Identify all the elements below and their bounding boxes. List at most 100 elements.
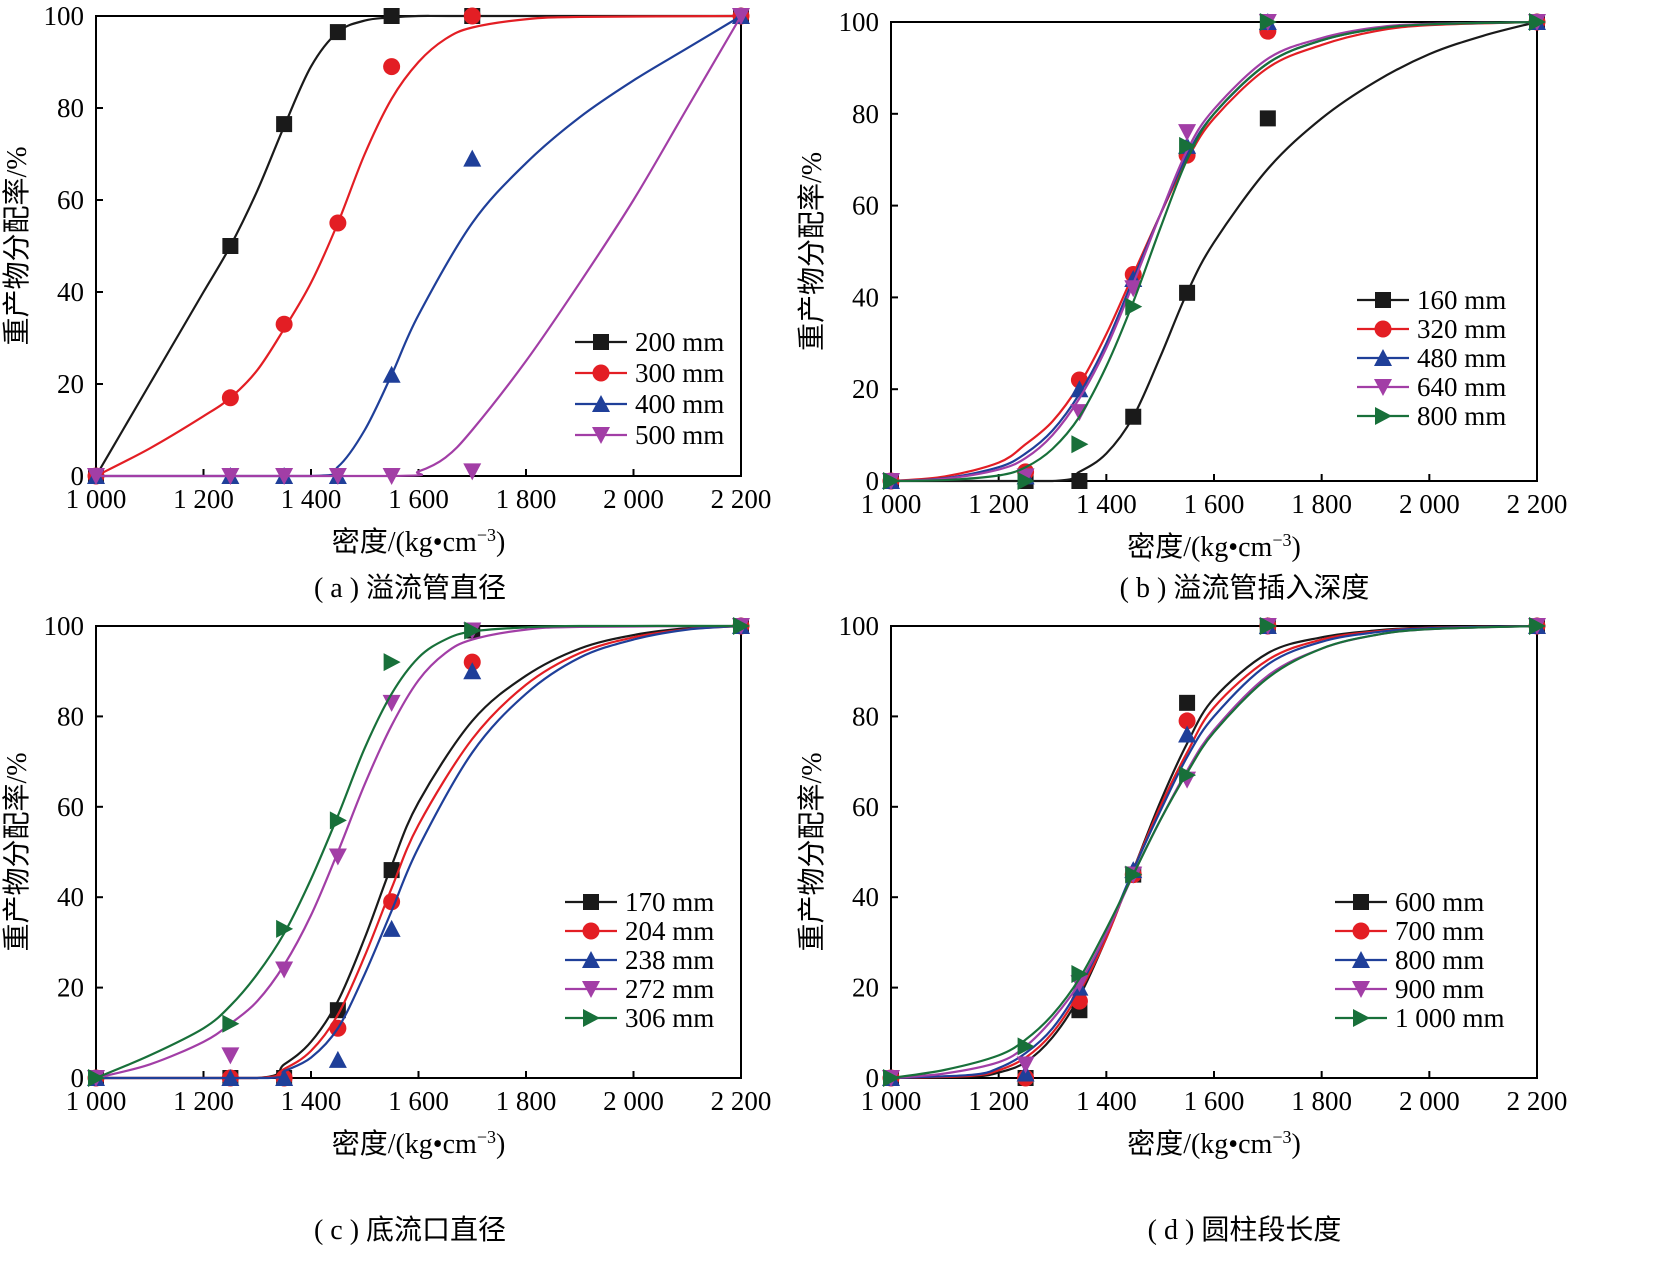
y-tick-label: 100 [44,611,85,641]
data-point [733,617,750,635]
x-tick-label: 1 800 [496,1086,557,1116]
y-tick-label: 60 [852,792,879,822]
legend-entry: 600 mm [1335,887,1484,917]
legend-marker [592,395,610,412]
y-tick-label: 60 [57,792,84,822]
legend-entry: 1 000 mm [1335,1003,1505,1033]
series-line [890,624,1538,1080]
data-point [1529,13,1546,31]
data-point [732,8,750,25]
y-tick-label: 20 [852,374,879,404]
data-point [382,468,401,485]
y-tick-label: 80 [852,701,879,731]
data-point [275,1069,294,1086]
x-tick-label: 1 400 [1076,489,1137,519]
y-tick-label: 20 [57,973,84,1003]
series-line [890,20,1538,483]
data-point [329,214,347,232]
legend-label: 600 mm [1395,887,1484,917]
data-point [1259,617,1277,635]
data-point [1259,110,1276,127]
data-point [221,468,240,485]
x-axis-label: 密度/(kg•cm−3) [332,525,506,558]
legend-marker [1352,981,1370,998]
chart-b-caption: ( b ) 溢流管插入深度 [1119,573,1370,604]
legend-entry: 800 mm [1335,945,1484,975]
data-point [383,8,400,24]
data-point [463,662,482,680]
x-tick-label: 1 400 [1076,1086,1137,1116]
legend-marker [582,922,600,940]
x-tick-label: 2 200 [1507,489,1568,519]
legend-entry: 306 mm [565,1003,714,1033]
legend-label: 300 mm [635,358,724,388]
y-tick-label: 100 [44,1,85,31]
data-point [1259,13,1277,31]
legend-entry: 204 mm [565,916,714,946]
data-point [1179,694,1196,711]
y-tick-label: 0 [866,466,880,496]
x-tick-label: 1 400 [281,1086,342,1116]
data-point [1178,712,1196,730]
legend-entry: 400 mm [575,389,724,419]
x-tick-label: 1 600 [388,1086,449,1116]
data-point [1070,371,1088,389]
y-axis-label: 重产物分配率/% [1,146,33,345]
legend-marker [582,951,600,968]
data-point [883,1069,900,1087]
legend-label: 170 mm [625,887,714,917]
data-point [1017,472,1035,490]
legend-entry: 300 mm [575,358,724,388]
legend-label: 320 mm [1417,314,1506,344]
data-point [464,621,482,640]
series-2 [87,617,750,1086]
legend-marker [1375,292,1391,308]
series-line [890,20,1538,483]
data-point [1125,297,1143,316]
x-tick-label: 1 000 [861,489,922,519]
data-point [1124,280,1143,298]
data-point [221,1047,240,1065]
legend-marker [593,334,609,350]
legend-marker [1374,379,1392,396]
x-tick-label: 1 200 [968,489,1029,519]
legend-entry: 160 mm [1357,285,1506,315]
x-axis-label: 密度/(kg•cm−3) [332,1127,506,1160]
x-tick-label: 1 600 [1184,1086,1245,1116]
data-point [329,811,347,830]
y-tick-label: 20 [57,369,84,399]
legend-entry: 480 mm [1357,343,1506,373]
y-tick-label: 40 [852,882,879,912]
series-line [95,624,742,1080]
data-point [1179,284,1196,301]
data-point [276,919,294,938]
legend-entry: 238 mm [565,945,714,975]
series-line [95,14,742,477]
x-tick-label: 1 800 [1291,489,1352,519]
x-tick-label: 2 000 [603,1086,664,1116]
x-tick-label: 2 200 [1507,1086,1568,1116]
legend-entry: 800 mm [1357,401,1506,431]
x-tick-label: 2 200 [711,484,772,514]
legend-marker [582,981,600,998]
legend-marker [1353,1009,1370,1027]
series-line [891,20,1538,483]
data-point [383,653,401,672]
x-tick-label: 1 800 [496,484,557,514]
legend-marker [583,1009,600,1027]
chart-panel-b: 1 000 1 200 1 400 1 600 1 800 2 000 2 200 0 20 40… [796,0,1659,640]
legend-label: 1 000 mm [1395,1003,1505,1033]
chart-panel-c: 1 000 1 200 1 400 1 600 1 800 2 000 2 200 0 20 40… [0,611,820,1279]
legend-label: 200 mm [635,327,724,357]
legend-marker [1352,922,1370,940]
data-point [1178,124,1197,142]
legend-marker [1374,320,1392,338]
x-tick-label: 1 400 [281,484,342,514]
data-point [328,848,347,866]
data-point [275,315,293,333]
y-tick-label: 100 [839,611,880,641]
series-line [95,14,741,477]
legend-label: 306 mm [625,1003,714,1033]
data-point [221,389,239,407]
x-axis-label: 密度/(kg•cm−3) [1127,530,1301,563]
